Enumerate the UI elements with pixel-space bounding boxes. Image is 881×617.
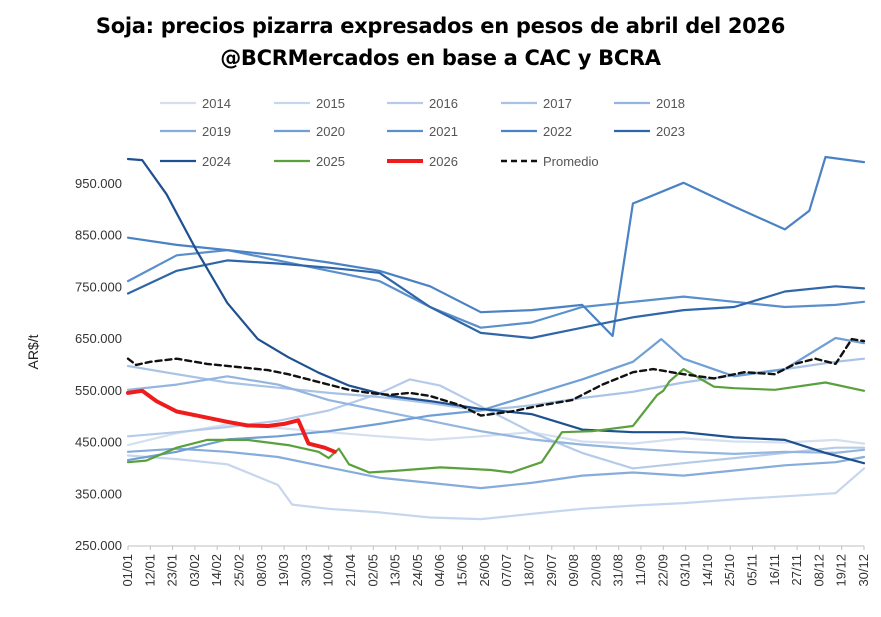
x-tick-label: 04/06 [432, 554, 447, 587]
y-axis-label: AR$/t [25, 334, 41, 369]
x-tick-label: 01/01 [120, 554, 135, 587]
series-line-2015 [126, 454, 866, 521]
y-tick-label: 550.000 [75, 383, 122, 398]
legend-label-promedio: Promedio [543, 154, 599, 169]
x-tick-label: 24/05 [410, 554, 425, 587]
x-tick-label: 11/09 [633, 554, 648, 586]
legend-label-2015: 2015 [316, 96, 345, 111]
x-tick-label: 10/04 [321, 554, 336, 587]
x-tick-label: 03/02 [187, 554, 202, 587]
x-axis: 01/01 12/01 23/01 03/02 14/02 25/02 08/03 19/03… [120, 545, 871, 587]
x-tick-label: 30/12 [856, 554, 871, 587]
x-tick-label: 30/03 [298, 554, 313, 587]
x-tick-label: 15/06 [455, 554, 470, 587]
chart-title-line-2: @BCRMercados en base a CAC y BCRA [220, 46, 661, 70]
x-tick-label: 23/01 [165, 554, 180, 587]
legend-label-2022: 2022 [543, 124, 572, 139]
x-tick-label: 08/03 [254, 554, 269, 587]
y-tick-label: 450.000 [75, 435, 122, 450]
legend: 2014 2015 2016 2017 2018 2019 2020 2021 2022 2023… [160, 96, 685, 169]
legend-label-2019: 2019 [202, 124, 231, 139]
x-tick-label: 13/05 [388, 554, 403, 587]
x-tick-label: 03/10 [678, 554, 693, 587]
x-tick-label: 12/01 [142, 554, 157, 587]
chart-title-line-1: Soja: precios pizarra expresados en peso… [95, 14, 786, 38]
x-tick-label: 14/02 [209, 554, 224, 587]
legend-label-2021: 2021 [429, 124, 458, 139]
legend-label-2024: 2024 [202, 154, 231, 169]
y-tick-label: 850.000 [75, 228, 122, 243]
legend-label-2017: 2017 [543, 96, 572, 111]
x-tick-label: 14/10 [700, 554, 715, 587]
legend-label-2014: 2014 [202, 96, 231, 111]
x-tick-label: 27/11 [789, 554, 804, 586]
series-line-2016 [126, 378, 866, 470]
x-tick-label: 21/04 [343, 554, 358, 587]
legend-label-2023: 2023 [656, 124, 685, 139]
series-line-2021 [126, 249, 866, 329]
x-tick-label: 18/07 [521, 554, 536, 587]
series-line-2020 [126, 336, 866, 462]
series-line-2024 [126, 157, 866, 465]
legend-label-2020: 2020 [316, 124, 345, 139]
series-line-2023 [126, 259, 866, 340]
x-tick-label: 05/11 [744, 554, 759, 586]
x-tick-label: 19/03 [276, 554, 291, 587]
x-tick-label: 31/08 [611, 554, 626, 587]
x-tick-label: 29/07 [544, 554, 559, 587]
x-tick-label: 25/10 [722, 554, 737, 587]
x-tick-label: 08/12 [811, 554, 826, 587]
x-tick-label: 25/02 [232, 554, 247, 587]
y-axis: 250.000 350.000 450.000 550.000 650.000 750.0… [75, 176, 122, 553]
y-tick-label: 250.000 [75, 538, 122, 553]
series-line-2019 [126, 447, 866, 490]
legend-label-2025: 2025 [316, 154, 345, 169]
x-tick-label: 26/06 [477, 554, 492, 587]
y-tick-label: 750.000 [75, 279, 122, 294]
x-tick-label: 22/09 [655, 554, 670, 587]
series-line-2018 [126, 375, 866, 455]
y-tick-label: 950.000 [75, 176, 122, 191]
x-tick-label: 09/08 [566, 554, 581, 587]
y-tick-label: 650.000 [75, 331, 122, 346]
plot-area [126, 155, 866, 521]
series-line-promedio [126, 337, 866, 417]
y-tick-label: 350.000 [75, 486, 122, 501]
x-tick-label: 02/05 [365, 554, 380, 587]
legend-label-2016: 2016 [429, 96, 458, 111]
series-line-2022 [126, 155, 866, 338]
x-tick-label: 16/11 [767, 554, 782, 586]
series-line-2026 [126, 388, 337, 454]
x-tick-label: 07/07 [499, 554, 514, 587]
legend-label-2018: 2018 [656, 96, 685, 111]
x-tick-label: 19/12 [834, 554, 849, 587]
legend-label-2026: 2026 [429, 154, 458, 169]
x-tick-label: 20/08 [588, 554, 603, 587]
